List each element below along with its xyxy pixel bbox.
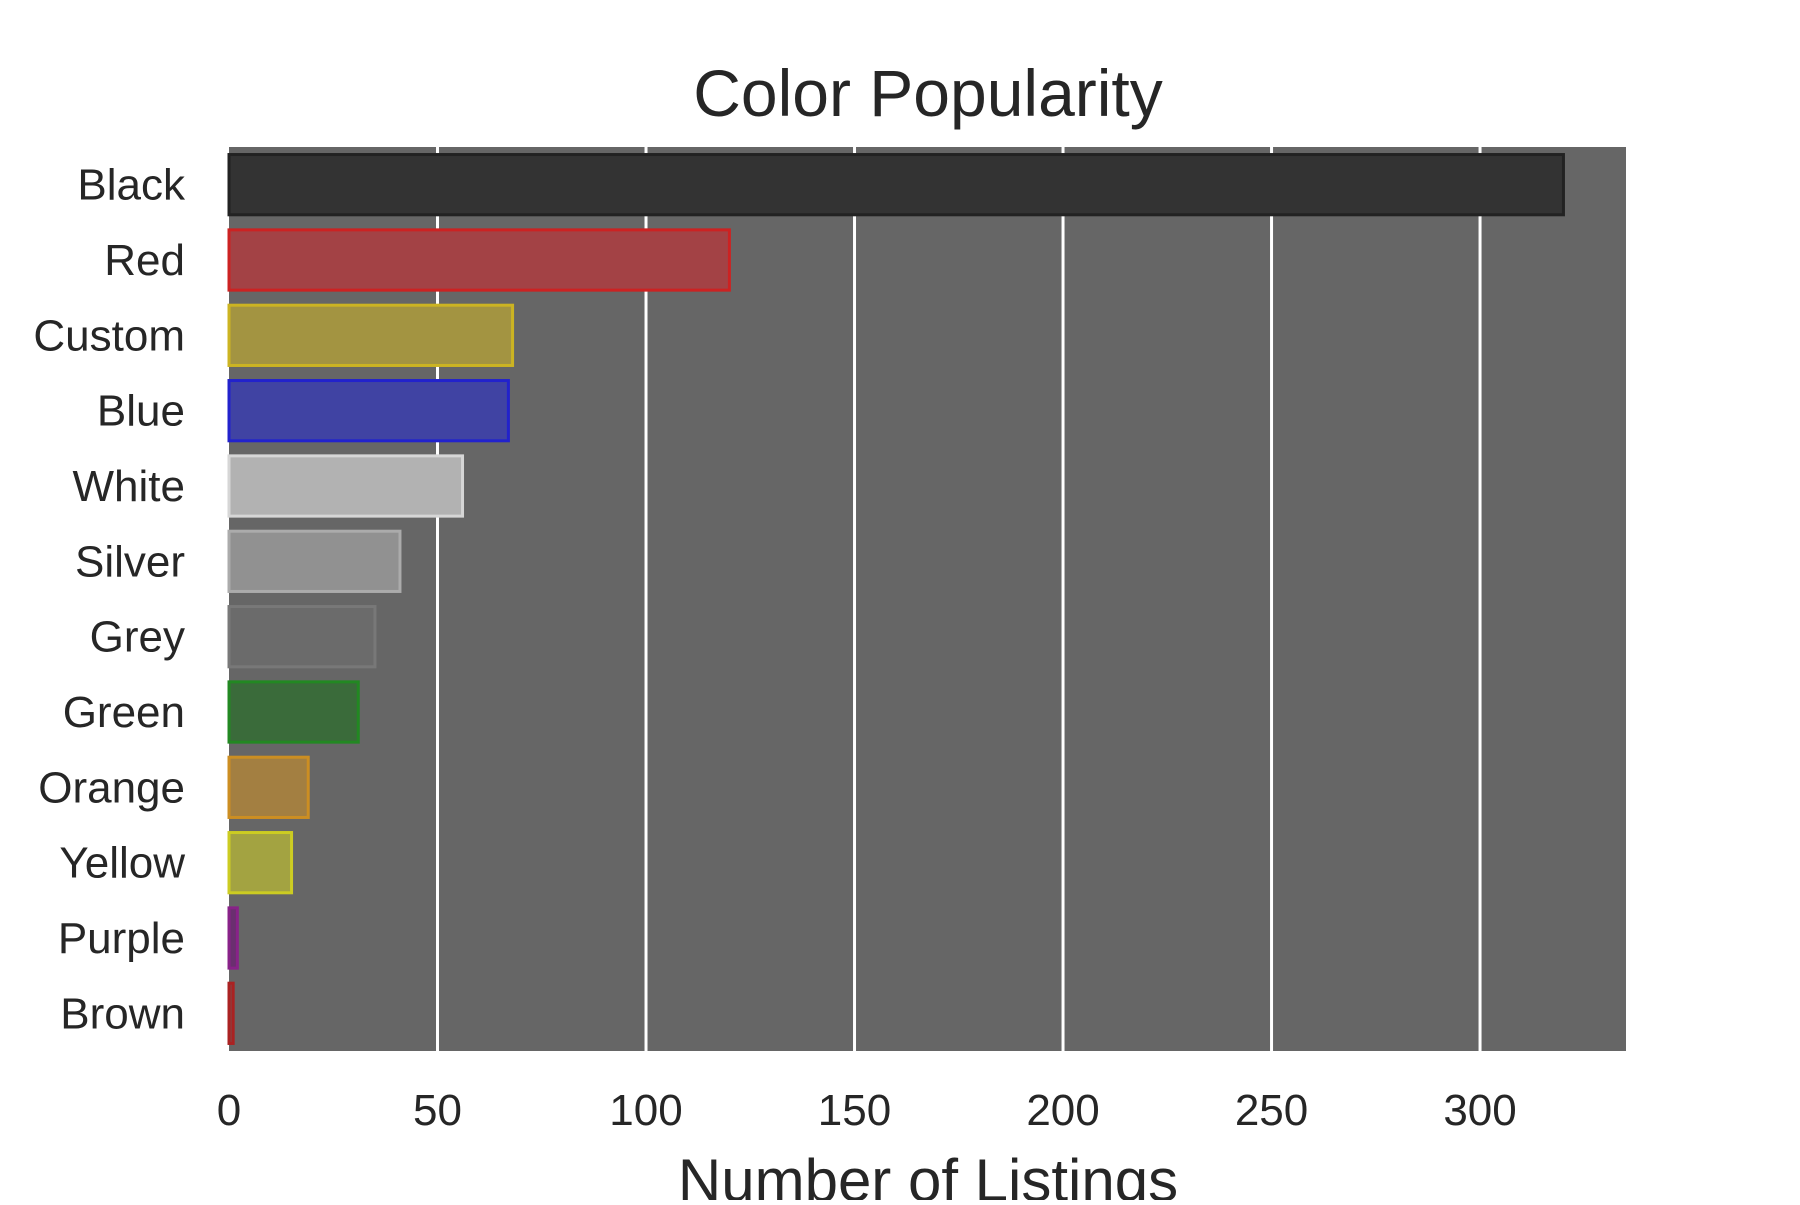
bar-orange [227,755,310,819]
y-tick-label: Grey [90,613,185,662]
bar-grey [227,605,377,669]
x-axis-label: Number of Listings [678,1147,1178,1200]
y-tick-label: Green [63,688,185,737]
bar-green [227,680,360,744]
y-tick-label: Red [104,236,185,285]
x-tick-label: 50 [413,1086,462,1135]
x-tick-label: 200 [1026,1086,1099,1135]
y-tick-label: Silver [75,537,185,586]
x-tick-label: 100 [609,1086,682,1135]
bar-yellow [227,831,294,895]
bar-brown [227,981,235,1045]
plot-background [229,147,1626,1051]
y-tick-label: Black [77,161,186,210]
bar-red [227,228,731,292]
x-tick-label: 0 [217,1086,241,1135]
y-tick-label: Yellow [59,839,185,888]
bar-purple [227,906,239,970]
x-tick-label: 250 [1235,1086,1308,1135]
y-tick-label: Orange [38,763,185,812]
x-tick-label: 300 [1443,1086,1516,1135]
x-tick-label: 150 [818,1086,891,1135]
y-tick-label: Custom [33,311,185,360]
bars [227,153,1565,1045]
bar-white [227,454,465,518]
y-tick-labels: Black Red Custom Blue White Silver Grey Green Or… [33,161,186,1039]
bar-silver [227,529,402,593]
bar-custom [227,303,515,367]
bar-blue [227,379,510,443]
y-tick-label: Purple [58,914,185,963]
x-tick-labels: 0 50 100 150 200 250 300 [217,1086,1517,1135]
y-tick-label: Brown [60,989,185,1038]
y-tick-label: White [73,462,185,511]
y-tick-label: Blue [97,387,185,436]
chart-title: Color Popularity [693,56,1163,130]
bar-black [227,153,1565,217]
grid-lines [436,147,1482,1051]
